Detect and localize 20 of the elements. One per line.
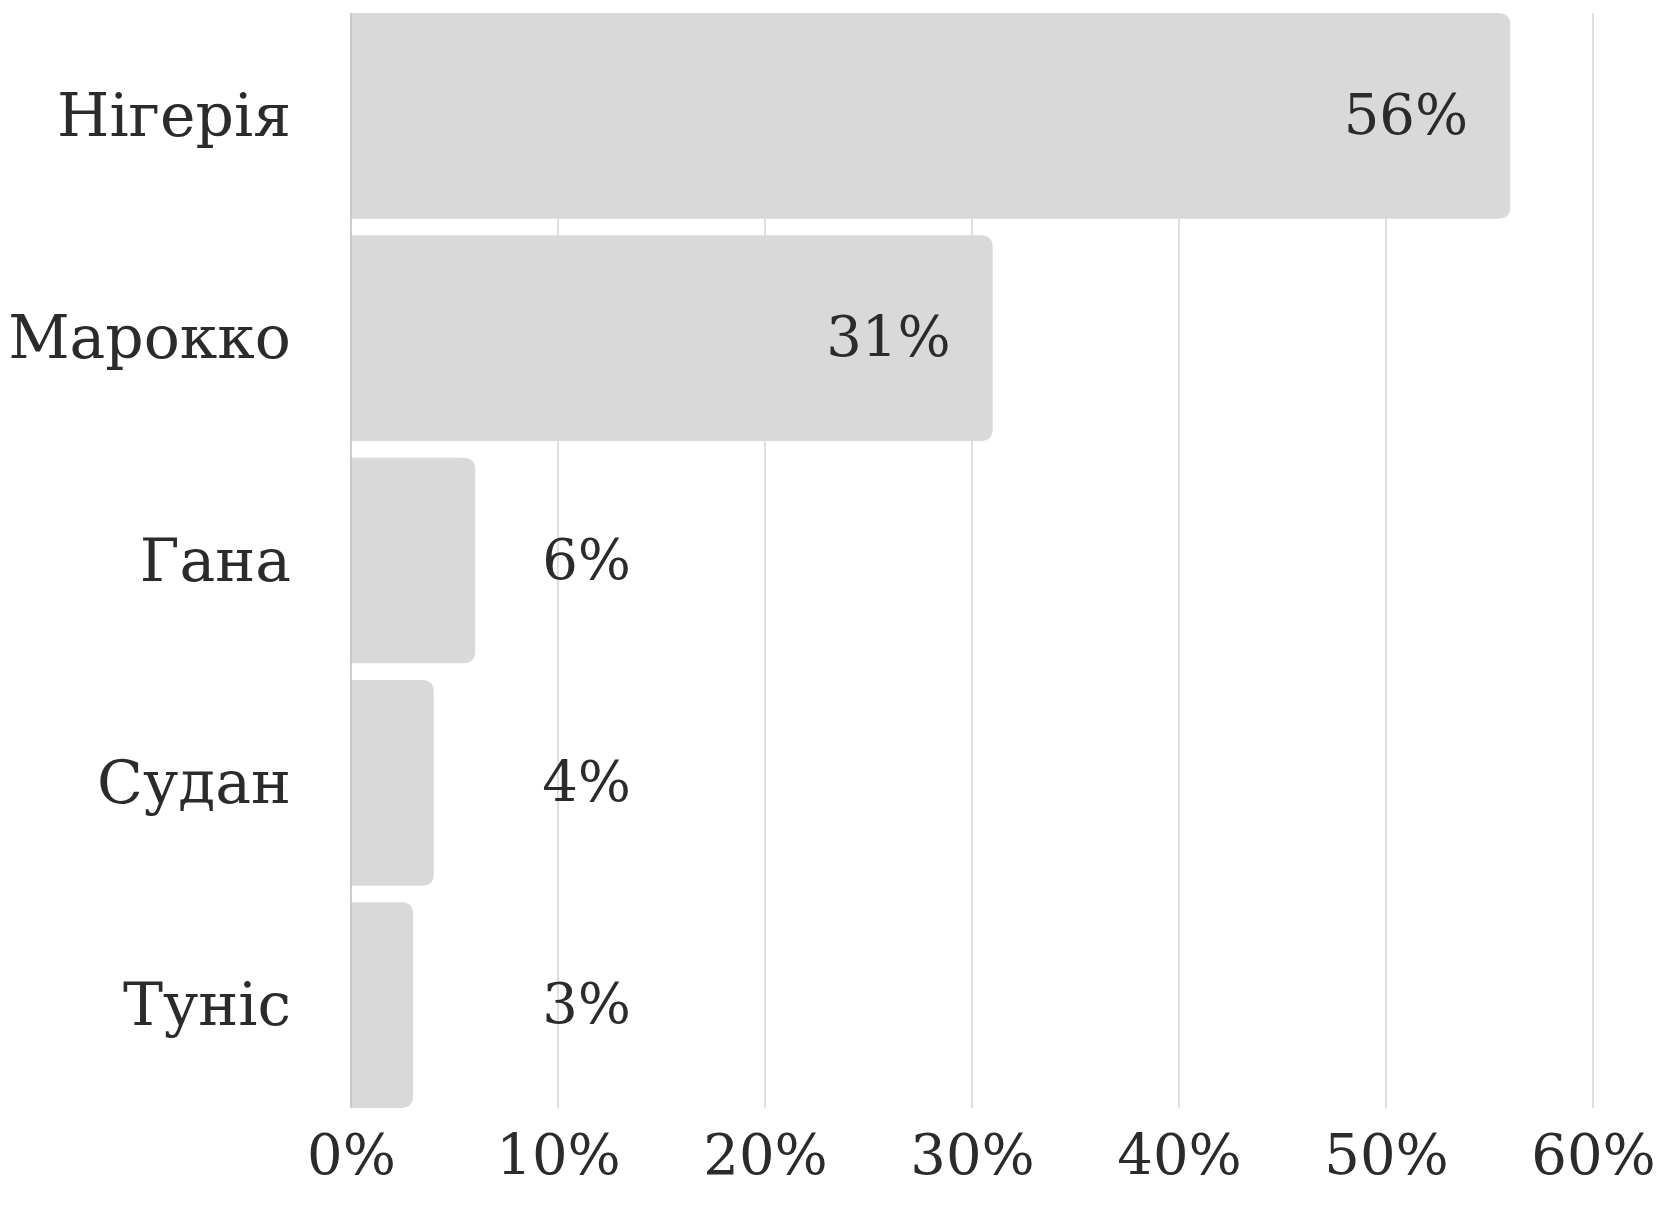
- bar: [351, 457, 476, 664]
- data-label: 4%: [542, 748, 631, 814]
- y-tick-label: Туніс: [122, 969, 291, 1040]
- data-label: 31%: [826, 304, 951, 370]
- data-label: 3%: [542, 971, 631, 1037]
- x-tick-label: 20%: [703, 1121, 828, 1187]
- y-tick-label: Судан: [97, 746, 291, 817]
- x-tick-label: 50%: [1324, 1121, 1449, 1187]
- data-label: 6%: [542, 526, 631, 592]
- data-label: 56%: [1343, 81, 1469, 147]
- x-tick-label: 0%: [307, 1121, 396, 1187]
- y-tick-label: Марокко: [8, 302, 291, 373]
- y-tick-label: Нігерія: [57, 79, 291, 150]
- bar: [351, 680, 434, 886]
- x-tick-label: 40%: [1117, 1121, 1242, 1187]
- bar: [351, 902, 414, 1108]
- x-tick-label: 10%: [496, 1121, 621, 1187]
- y-tick-label: Гана: [139, 524, 291, 595]
- x-tick-label: 60%: [1531, 1121, 1656, 1187]
- x-tick-label: 30%: [910, 1121, 1035, 1187]
